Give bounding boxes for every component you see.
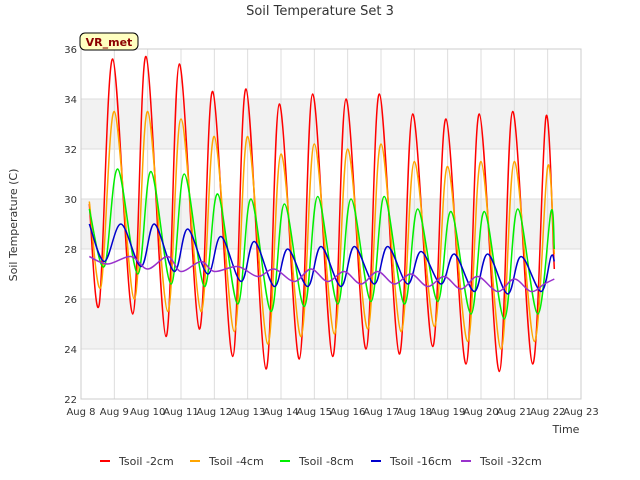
x-tick-label-6: Aug 14 bbox=[263, 407, 298, 418]
annotation-box: VR_met bbox=[79, 32, 139, 51]
x-tick-label-7: Aug 15 bbox=[297, 407, 332, 418]
legend: Tsoil -2cm Tsoil -4cm Tsoil -8cm Tsoil -16c… bbox=[100, 455, 542, 468]
x-tick-label-11: Aug 19 bbox=[430, 407, 465, 418]
x-tick-label-15: Aug 23 bbox=[563, 407, 598, 418]
legend-label-3: Tsoil -16cm bbox=[389, 455, 452, 468]
x-tick-label-12: Aug 20 bbox=[463, 407, 498, 418]
legend-item-1: Tsoil -4cm bbox=[190, 455, 264, 468]
y-tick-label-4: 30 bbox=[64, 195, 77, 206]
y-tick-label-2: 26 bbox=[64, 295, 77, 306]
legend-label-1: Tsoil -4cm bbox=[208, 455, 264, 468]
legend-item-0: Tsoil -2cm bbox=[100, 455, 174, 468]
legend-item-3: Tsoil -16cm bbox=[371, 455, 452, 468]
background-bands bbox=[81, 99, 581, 349]
y-tick-label-1: 24 bbox=[64, 345, 77, 356]
band-3 bbox=[81, 199, 581, 249]
annotation-label: VR_met bbox=[86, 36, 133, 49]
series-line-4 bbox=[88, 255, 555, 293]
series-lines bbox=[88, 55, 556, 373]
y-tick-label-3: 28 bbox=[64, 245, 77, 256]
chart-title: Soil Temperature Set 3 bbox=[246, 4, 394, 19]
y-tick-label-6: 34 bbox=[64, 95, 77, 106]
legend-item-4: Tsoil -32cm bbox=[461, 455, 542, 468]
plot-frame bbox=[80, 48, 582, 400]
x-tick-label-4: Aug 12 bbox=[197, 407, 232, 418]
legend-label-4: Tsoil -32cm bbox=[479, 455, 542, 468]
series-line-3 bbox=[88, 223, 556, 295]
x-tick-label-3: Aug 11 bbox=[163, 407, 198, 418]
x-tick-label-13: Aug 21 bbox=[497, 407, 532, 418]
series-line-2 bbox=[88, 168, 556, 320]
x-tick-label-10: Aug 18 bbox=[397, 407, 432, 418]
x-tick-label-5: Aug 13 bbox=[230, 407, 265, 418]
y-tick-label-0: 22 bbox=[64, 395, 77, 406]
band-5 bbox=[81, 99, 581, 149]
x-tick-label-9: Aug 17 bbox=[363, 407, 398, 418]
y-axis-ticks: 22 24 26 28 30 32 34 36 bbox=[64, 45, 77, 406]
series-line-1 bbox=[88, 110, 556, 350]
y-tick-label-5: 32 bbox=[64, 145, 77, 156]
x-tick-label-1: Aug 9 bbox=[100, 407, 129, 418]
legend-label-2: Tsoil -8cm bbox=[298, 455, 354, 468]
y-axis-label: Soil Temperature (C) bbox=[7, 169, 20, 282]
x-tick-label-8: Aug 16 bbox=[330, 407, 365, 418]
legend-item-2: Tsoil -8cm bbox=[280, 455, 354, 468]
y-tick-label-7: 36 bbox=[64, 45, 77, 56]
x-tick-label-14: Aug 22 bbox=[530, 407, 565, 418]
x-axis-label: Time bbox=[552, 423, 580, 436]
x-tick-label-2: Aug 10 bbox=[130, 407, 165, 418]
x-tick-label-0: Aug 8 bbox=[66, 407, 95, 418]
legend-label-0: Tsoil -2cm bbox=[118, 455, 174, 468]
